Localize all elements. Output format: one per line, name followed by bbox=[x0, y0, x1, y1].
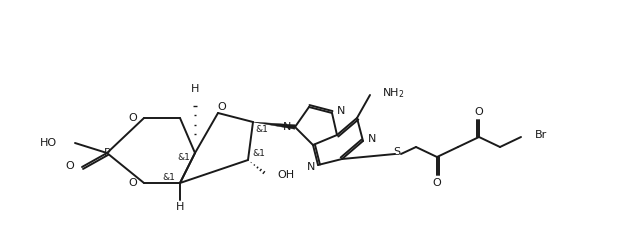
Polygon shape bbox=[253, 122, 295, 129]
Text: HO: HO bbox=[40, 138, 57, 148]
Text: O: O bbox=[129, 113, 137, 123]
Text: O: O bbox=[66, 161, 74, 171]
Text: O: O bbox=[432, 178, 441, 188]
Text: Br: Br bbox=[535, 130, 547, 140]
Text: &1: &1 bbox=[177, 154, 190, 162]
Text: H: H bbox=[191, 84, 199, 94]
Text: N: N bbox=[337, 106, 345, 116]
Text: N: N bbox=[283, 122, 291, 132]
Text: H: H bbox=[176, 202, 184, 212]
Text: O: O bbox=[475, 107, 484, 117]
Text: N: N bbox=[368, 134, 376, 144]
Text: S: S bbox=[394, 147, 401, 157]
Text: O: O bbox=[218, 102, 227, 112]
Text: O: O bbox=[129, 178, 137, 188]
Text: P: P bbox=[104, 148, 110, 158]
Text: &1: &1 bbox=[255, 124, 268, 134]
Text: N: N bbox=[306, 162, 315, 172]
Text: &1: &1 bbox=[162, 174, 175, 182]
Text: NH$_2$: NH$_2$ bbox=[382, 86, 404, 100]
Text: &1: &1 bbox=[252, 150, 265, 158]
Text: OH: OH bbox=[277, 170, 294, 180]
